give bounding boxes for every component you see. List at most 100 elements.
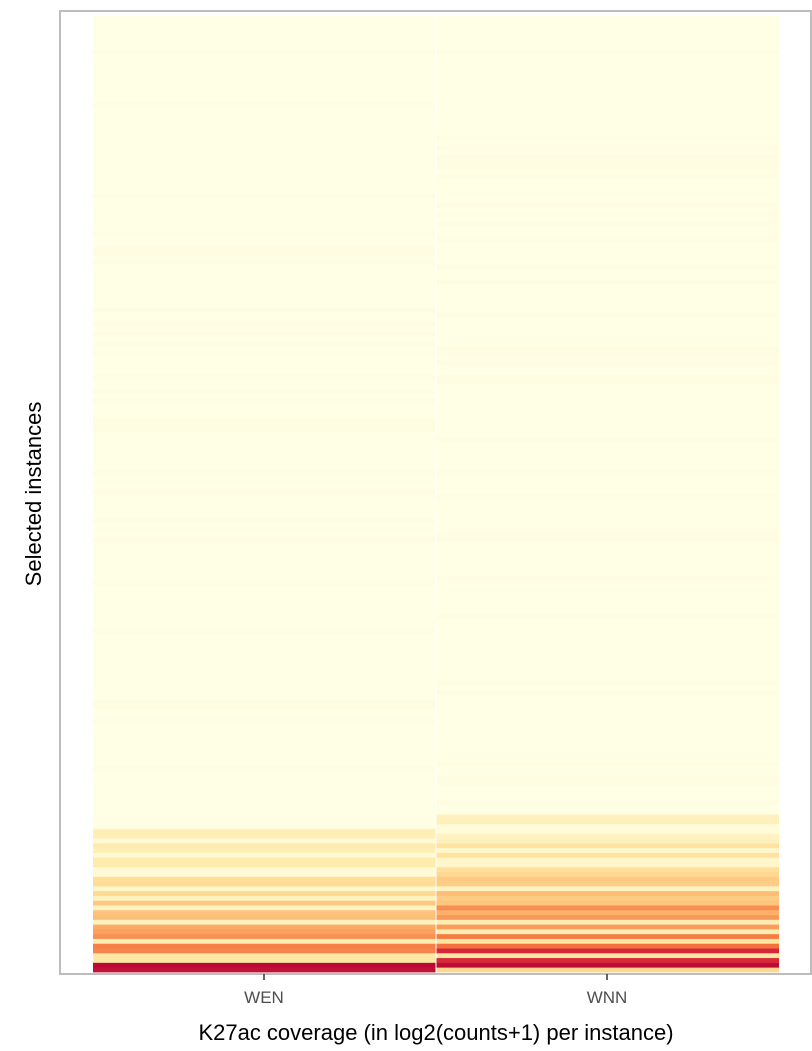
heatmap-cell — [93, 255, 436, 261]
heatmap-cell — [93, 49, 436, 55]
x-tick-label: WEN — [244, 988, 284, 1007]
heatmap-cell — [93, 417, 436, 423]
heatmap-cell — [436, 603, 779, 610]
heatmap-cell — [436, 541, 779, 547]
heatmap-cell — [436, 417, 779, 423]
heatmap-cell — [436, 446, 779, 452]
heatmap-cell — [436, 293, 779, 299]
heatmap-cell — [436, 498, 779, 504]
heatmap-cell — [93, 752, 436, 758]
heatmap-cell — [93, 111, 436, 117]
heatmap-cell — [93, 474, 436, 481]
heatmap-cell — [436, 613, 779, 619]
heatmap-cell — [93, 733, 436, 739]
heatmap-cell — [436, 216, 779, 222]
heatmap-cell — [93, 871, 436, 877]
heatmap-cell — [436, 298, 779, 304]
heatmap-cell — [436, 685, 779, 691]
heatmap-cell — [436, 871, 779, 877]
heatmap-cell — [436, 689, 779, 696]
heatmap-cell — [436, 384, 779, 390]
heatmap-cell — [93, 608, 436, 614]
heatmap-cell — [436, 441, 779, 447]
heatmap-cell — [436, 312, 779, 318]
heatmap-cell — [436, 637, 779, 643]
heatmap-cell — [436, 192, 779, 199]
heatmap-cell — [93, 776, 436, 782]
heatmap-cell — [436, 125, 779, 132]
heatmap-cell — [436, 833, 779, 839]
heatmap-cell — [436, 274, 779, 280]
heatmap-cell — [436, 795, 779, 801]
heatmap-cell — [436, 235, 779, 242]
heatmap-cell — [93, 341, 436, 347]
heatmap-cell — [436, 804, 779, 810]
heatmap-cell — [436, 866, 779, 873]
y-axis-title: Selected instances — [21, 402, 46, 587]
heatmap-cell — [93, 288, 436, 294]
heatmap-cell — [93, 336, 436, 342]
heatmap-cell — [93, 16, 436, 22]
heatmap-cell — [436, 87, 779, 93]
heatmap-cell — [93, 885, 436, 892]
heatmap-cell — [436, 642, 779, 648]
heatmap-cell — [436, 503, 779, 509]
heatmap-cell — [93, 231, 436, 237]
heatmap-cell — [436, 68, 779, 74]
heatmap-cell — [436, 317, 779, 323]
heatmap-cell — [93, 570, 436, 576]
heatmap-cell — [93, 694, 436, 700]
heatmap-cell — [93, 560, 436, 567]
heatmap-cell — [436, 226, 779, 232]
heatmap-cell — [93, 312, 436, 318]
heatmap-cell — [436, 436, 779, 442]
heatmap-cell — [93, 532, 436, 538]
heatmap-cell — [93, 97, 436, 103]
heatmap-cell — [93, 360, 436, 366]
heatmap-cell — [93, 680, 436, 686]
heatmap-cell — [436, 374, 779, 380]
heatmap-cell — [93, 914, 436, 920]
heatmap-cell — [436, 809, 779, 815]
heatmap-cell — [93, 59, 436, 65]
heatmap-cell — [93, 862, 436, 868]
heatmap-cell — [93, 446, 436, 452]
heatmap-cell — [93, 833, 436, 839]
heatmap-cell — [436, 283, 779, 289]
heatmap-cell — [93, 785, 436, 791]
heatmap-cell — [93, 369, 436, 375]
heatmap-cell — [436, 393, 779, 399]
heatmap-cell — [93, 135, 436, 141]
heatmap-cell — [93, 30, 436, 36]
heatmap-cell — [436, 842, 779, 849]
heatmap-cell — [436, 699, 779, 705]
heatmap-cell — [436, 326, 779, 332]
heatmap-cell — [436, 494, 779, 500]
heatmap-cell — [436, 752, 779, 758]
heatmap-cell — [436, 73, 779, 79]
heatmap-cell — [436, 924, 779, 930]
heatmap-cell — [93, 795, 436, 801]
heatmap-cell — [436, 556, 779, 562]
heatmap-cell — [436, 527, 779, 533]
heatmap-cell — [93, 613, 436, 619]
heatmap-cell — [93, 407, 436, 414]
heatmap-cell — [436, 900, 779, 906]
heatmap-cell — [93, 737, 436, 743]
heatmap-cell — [436, 632, 779, 638]
heatmap-cell — [436, 838, 779, 844]
heatmap-cell — [93, 933, 436, 939]
heatmap-cell — [93, 852, 436, 858]
heatmap-cell — [436, 450, 779, 457]
heatmap-cell — [436, 39, 779, 46]
heatmap-cell — [93, 431, 436, 438]
heatmap-cell — [436, 20, 779, 26]
heatmap-cell — [436, 264, 779, 270]
heatmap-cell — [436, 106, 779, 112]
heatmap-cell — [93, 632, 436, 638]
heatmap-cell — [93, 183, 436, 189]
heatmap-cell — [436, 231, 779, 237]
heatmap-cell — [93, 479, 436, 485]
heatmap-cell — [93, 422, 436, 428]
heatmap-cell — [93, 302, 436, 308]
